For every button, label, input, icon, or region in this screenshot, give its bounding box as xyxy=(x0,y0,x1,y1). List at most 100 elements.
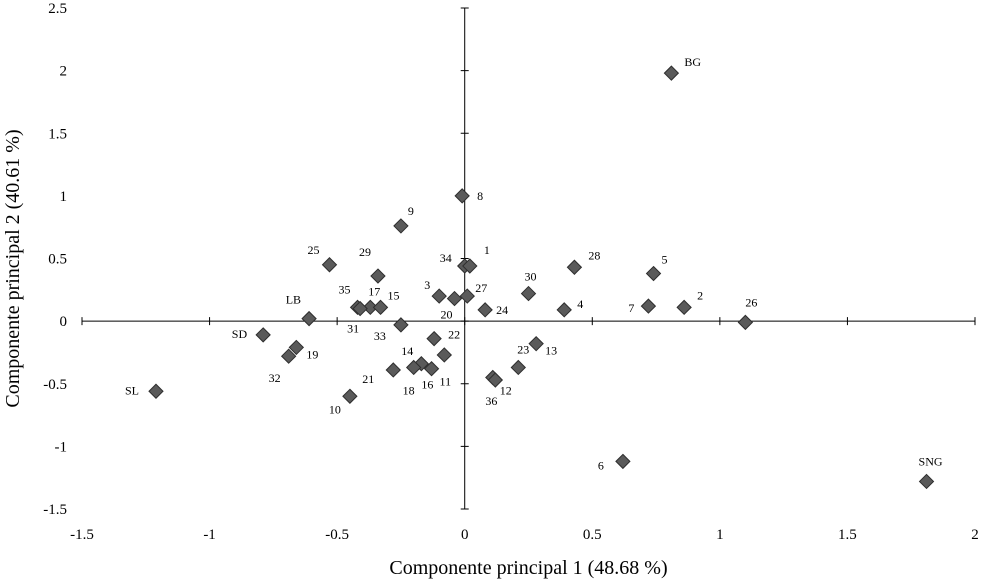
y-tick-label: 2 xyxy=(60,64,68,80)
point-marker xyxy=(255,327,271,343)
point-label: 33 xyxy=(374,329,386,343)
point-marker xyxy=(372,299,389,316)
point-marker xyxy=(556,302,572,318)
x-tick-label: -1 xyxy=(203,527,216,543)
point-label: 28 xyxy=(588,248,600,262)
point-label: 27 xyxy=(475,281,487,295)
y-tick-label: 2.5 xyxy=(48,1,67,17)
point-label: 8 xyxy=(477,189,483,203)
point-label: SL xyxy=(125,383,139,397)
x-axis-title: Componente principal 1 (48.68 %) xyxy=(389,557,667,579)
point-label: 32 xyxy=(269,371,281,385)
point-marker xyxy=(342,388,358,404)
point-label: 3 xyxy=(424,278,430,292)
x-tick-label: 2 xyxy=(971,527,979,543)
point-label: 5 xyxy=(662,253,668,267)
x-tick-label: -0.5 xyxy=(325,527,349,543)
point-marker xyxy=(426,330,442,347)
point-marker xyxy=(446,290,463,307)
point-label: 20 xyxy=(441,308,453,322)
point-label: 6 xyxy=(598,458,604,472)
y-tick-label: 0.5 xyxy=(48,252,67,268)
point-label: 21 xyxy=(362,372,374,386)
point-marker xyxy=(148,383,164,399)
point-marker xyxy=(405,359,422,376)
point-marker xyxy=(321,257,338,273)
x-tick-label: 0 xyxy=(461,527,469,543)
y-tick-label: 0 xyxy=(60,314,68,330)
x-tick-label: -1.5 xyxy=(70,527,94,543)
point-marker xyxy=(615,453,631,470)
point-label: 36 xyxy=(485,394,497,408)
point-marker xyxy=(737,314,754,331)
point-label: 35 xyxy=(339,282,351,296)
point-marker xyxy=(566,259,583,275)
x-axis-ticks: -1.5 -1 -0.5 0 0.5 1 1.5 2 xyxy=(70,317,979,543)
point-label: 30 xyxy=(525,270,537,284)
point-marker xyxy=(528,335,544,352)
point-marker xyxy=(436,347,453,363)
x-tick-label: 1.5 xyxy=(838,527,857,543)
point-marker xyxy=(645,265,662,282)
point-marker xyxy=(301,310,317,327)
point-label: 16 xyxy=(421,378,433,392)
point-label: 11 xyxy=(440,375,452,389)
point-marker xyxy=(487,372,504,388)
y-tick-label: 1.5 xyxy=(48,126,67,142)
point-label: 15 xyxy=(388,288,400,302)
point-marker xyxy=(288,339,305,356)
point-label: 4 xyxy=(577,297,583,311)
point-label: 13 xyxy=(545,344,557,358)
point-label: 10 xyxy=(329,402,341,416)
point-marker xyxy=(280,348,297,364)
point-label: 1 xyxy=(484,243,490,257)
point-label: 22 xyxy=(448,328,460,342)
point-label: 26 xyxy=(745,295,757,309)
point-label: 23 xyxy=(517,342,529,356)
point-marker xyxy=(640,298,657,314)
data-points: BG 8 9 25 29 34 1 28 5 30 3 27 20 35 17 15 31 24 4 7 22 6 LB 33… xyxy=(125,55,943,490)
point-marker xyxy=(370,268,386,284)
y-axis-ticks: -1.5 -1 -0.5 0 0.5 1 1.5 2 2.5 xyxy=(43,1,469,518)
point-label: 31 xyxy=(347,322,359,336)
point-marker xyxy=(520,285,537,302)
point-label: 9 xyxy=(408,204,414,218)
point-marker xyxy=(352,300,368,317)
point-marker xyxy=(676,299,692,316)
point-label: 34 xyxy=(440,251,452,265)
y-tick-label: -0.5 xyxy=(43,377,67,393)
x-tick-label: 1 xyxy=(716,527,724,543)
point-label: LB xyxy=(286,293,301,307)
point-marker xyxy=(462,258,478,274)
x-tick-label: 0.5 xyxy=(583,527,602,543)
point-label: 14 xyxy=(401,344,413,358)
point-marker xyxy=(454,188,470,204)
point-marker xyxy=(385,362,401,378)
point-label: 19 xyxy=(306,347,318,361)
y-axis-title: Componente principal 2 (40.61 %) xyxy=(2,129,24,407)
point-label: 7 xyxy=(628,301,634,315)
point-marker xyxy=(477,302,493,318)
point-label: SNG xyxy=(919,454,943,468)
point-label: 12 xyxy=(500,383,512,397)
point-marker xyxy=(459,288,475,304)
point-marker xyxy=(393,218,409,234)
point-marker xyxy=(510,359,527,376)
point-label: 24 xyxy=(496,303,508,317)
y-tick-label: -1.5 xyxy=(43,502,67,518)
point-label: 29 xyxy=(359,245,371,259)
y-tick-label: 1 xyxy=(60,189,68,205)
point-label: 17 xyxy=(368,284,380,298)
point-label: 18 xyxy=(403,383,415,397)
point-label: 25 xyxy=(307,243,319,257)
point-label: SD xyxy=(232,327,248,341)
y-tick-label: -1 xyxy=(55,439,68,455)
point-marker xyxy=(362,299,379,316)
point-marker xyxy=(431,288,447,304)
point-label: BG xyxy=(684,55,701,69)
point-marker xyxy=(663,65,680,81)
point-marker xyxy=(918,473,935,490)
point-marker xyxy=(393,317,409,333)
point-marker xyxy=(423,361,440,377)
